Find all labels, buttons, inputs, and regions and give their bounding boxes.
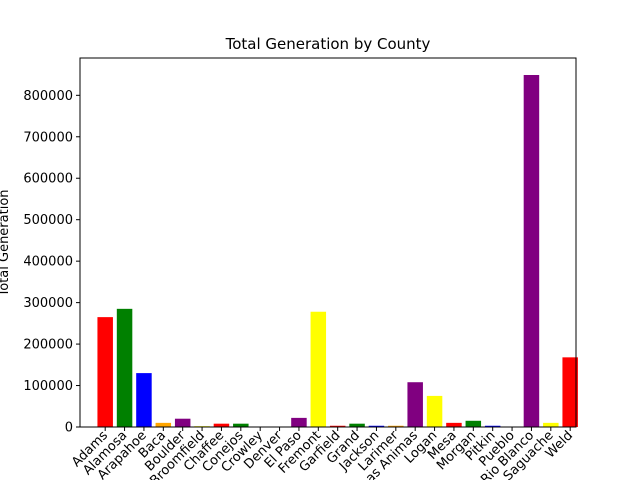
- bar-chaffee: [213, 423, 230, 427]
- y-tick-label: 500000: [23, 213, 73, 228]
- bar-alamosa: [116, 308, 133, 427]
- bar-las-animas: [407, 382, 423, 427]
- bar-baca: [155, 422, 172, 427]
- y-tick-label: 100000: [23, 379, 73, 394]
- y-axis-label: Total Generation: [0, 189, 12, 297]
- bar-garfield: [329, 425, 346, 427]
- bars-group: [97, 74, 578, 428]
- bar-rio-blanco: [523, 74, 540, 428]
- bar-pitkin: [484, 425, 501, 427]
- bar-logan: [426, 395, 443, 427]
- y-tick-label: 700000: [23, 130, 73, 145]
- bar-mesa: [446, 422, 462, 427]
- chart-title: Total Generation by County: [225, 35, 431, 53]
- y-axis-ticks: 0 100000 200000 300000 400000 500000 600000 700…: [23, 89, 80, 436]
- bar-weld: [562, 357, 578, 427]
- bar-el-paso: [291, 417, 307, 427]
- bar-larimer: [388, 425, 404, 427]
- y-tick-label: 200000: [23, 338, 73, 353]
- bar-adams: [97, 317, 113, 427]
- bar-arapahoe: [136, 373, 152, 427]
- bar-fremont: [310, 311, 327, 427]
- bar-morgan: [465, 420, 482, 427]
- y-tick-label: 300000: [23, 296, 73, 311]
- bar-conejos: [233, 423, 249, 427]
- bar-jackson: [368, 425, 385, 427]
- bar-boulder: [174, 418, 191, 427]
- bar-grand: [349, 423, 365, 427]
- y-tick-label: 800000: [23, 89, 73, 104]
- y-tick-label: 400000: [23, 255, 73, 270]
- bar-saguache: [543, 422, 559, 427]
- plot-area-frame: [79, 57, 577, 428]
- y-tick-label: 600000: [23, 172, 73, 187]
- y-tick-label: 0: [65, 421, 73, 436]
